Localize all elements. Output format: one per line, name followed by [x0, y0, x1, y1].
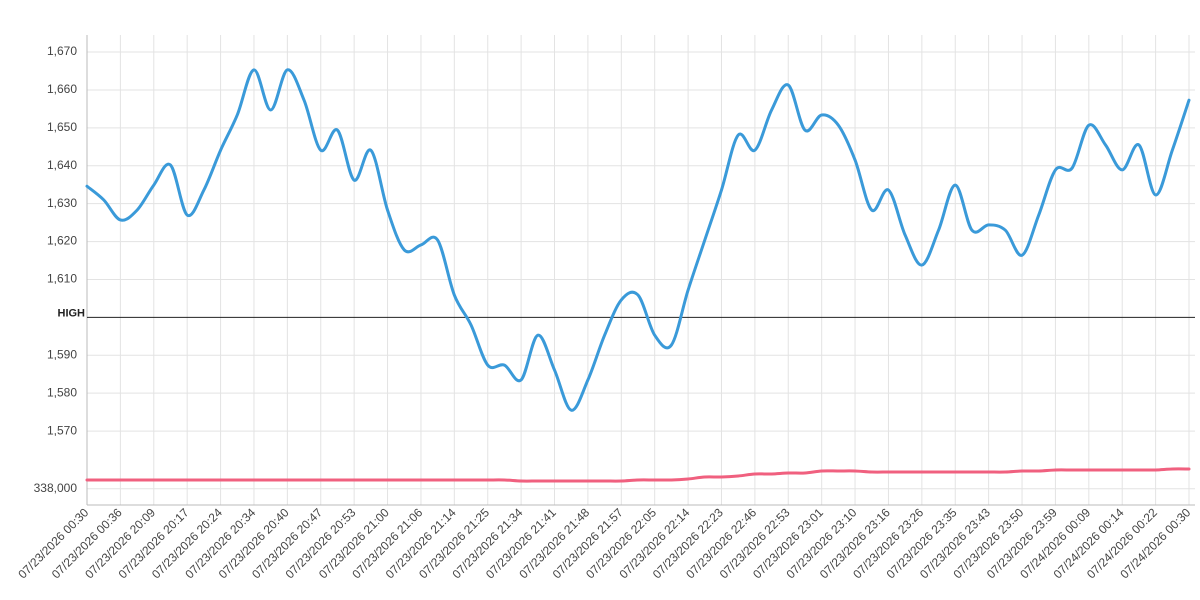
y-tick-label: 1,570 [47, 423, 77, 437]
y-tick-label: 1,630 [47, 196, 77, 210]
y-tick-label: 1,650 [47, 120, 77, 134]
y-tick-label: 1,670 [47, 44, 77, 58]
y-tick-label: 1,660 [47, 82, 77, 96]
y2-tick-label: 338,000 [34, 481, 78, 495]
series-line [85, 467, 1191, 483]
y-tick-label: 1,640 [47, 158, 77, 172]
y-tick-label: 1,610 [47, 272, 77, 286]
y-tick-label: 1,580 [47, 385, 77, 399]
reference-label: HIGH [58, 307, 86, 319]
y-tick-label: 1,590 [47, 347, 77, 361]
series-line [85, 68, 1191, 412]
y-tick-label: 1,620 [47, 234, 77, 248]
